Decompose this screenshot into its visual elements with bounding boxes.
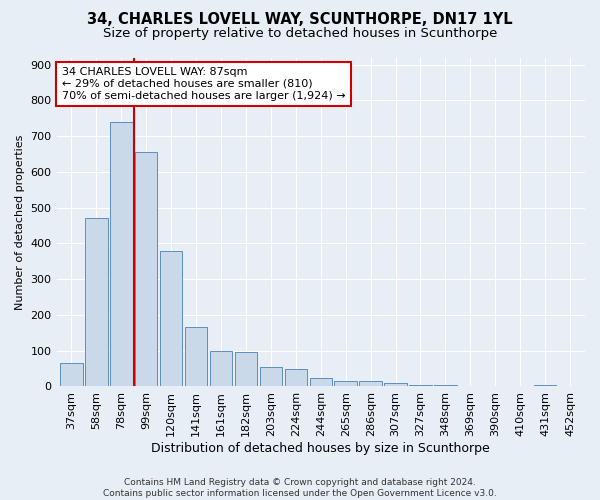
Bar bbox=[534, 384, 556, 386]
Text: Contains HM Land Registry data © Crown copyright and database right 2024.
Contai: Contains HM Land Registry data © Crown c… bbox=[103, 478, 497, 498]
Y-axis label: Number of detached properties: Number of detached properties bbox=[15, 134, 25, 310]
Bar bbox=[310, 378, 332, 386]
X-axis label: Distribution of detached houses by size in Scunthorpe: Distribution of detached houses by size … bbox=[151, 442, 490, 455]
Text: 34, CHARLES LOVELL WAY, SCUNTHORPE, DN17 1YL: 34, CHARLES LOVELL WAY, SCUNTHORPE, DN17… bbox=[87, 12, 513, 28]
Bar bbox=[60, 363, 83, 386]
Bar bbox=[385, 383, 407, 386]
Bar bbox=[260, 367, 282, 386]
Bar bbox=[235, 352, 257, 386]
Bar bbox=[160, 250, 182, 386]
Bar bbox=[434, 384, 457, 386]
Bar bbox=[409, 384, 431, 386]
Text: 34 CHARLES LOVELL WAY: 87sqm
← 29% of detached houses are smaller (810)
70% of s: 34 CHARLES LOVELL WAY: 87sqm ← 29% of de… bbox=[62, 68, 346, 100]
Bar bbox=[85, 218, 107, 386]
Bar bbox=[110, 122, 133, 386]
Bar bbox=[334, 381, 357, 386]
Bar bbox=[135, 152, 157, 386]
Bar bbox=[185, 328, 208, 386]
Text: Size of property relative to detached houses in Scunthorpe: Size of property relative to detached ho… bbox=[103, 28, 497, 40]
Bar bbox=[359, 381, 382, 386]
Bar bbox=[210, 350, 232, 386]
Bar bbox=[284, 368, 307, 386]
